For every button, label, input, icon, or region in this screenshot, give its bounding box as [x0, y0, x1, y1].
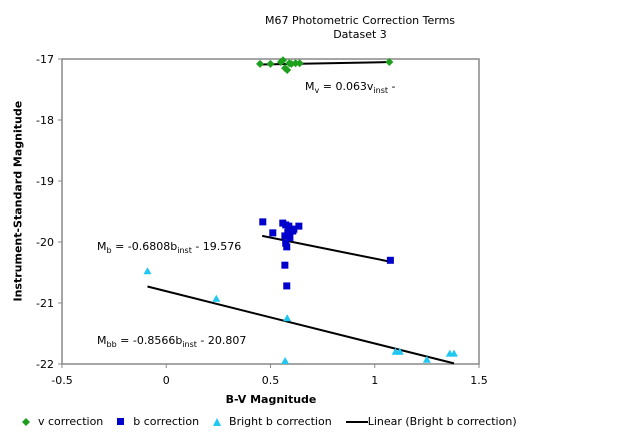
- y-tick-label: -20: [36, 236, 54, 249]
- legend-item-linear: Linear (Bright b correction): [345, 415, 517, 428]
- b-point: [259, 218, 267, 226]
- b-point: [290, 225, 298, 233]
- bright-b-point: [422, 355, 431, 363]
- bright-b-point: [449, 349, 458, 357]
- subtitle-text: Dataset 3: [333, 28, 387, 41]
- x-tick-label: -0.5: [51, 374, 72, 387]
- annotation-v: Mv = 0.063vinst -: [305, 80, 396, 96]
- x-tick-label: 0.5: [262, 374, 280, 387]
- v-point: [283, 65, 292, 74]
- y-tick-label: -21: [36, 297, 54, 310]
- y-tick-label: -17: [36, 53, 54, 66]
- annotation-bb: Mbb = -0.8566binst - 20.807: [97, 334, 247, 350]
- y-tick-label: -19: [36, 175, 54, 188]
- v-point: [256, 59, 265, 68]
- b-point: [282, 239, 290, 247]
- b-point: [269, 229, 277, 237]
- b-point: [283, 243, 291, 251]
- bright-b-point: [143, 267, 152, 275]
- b-point: [281, 232, 289, 240]
- v-point: [266, 59, 275, 68]
- x-tick-label: 0: [163, 374, 170, 387]
- v-point: [279, 56, 288, 65]
- v-point: [385, 58, 394, 67]
- b-point: [283, 282, 291, 290]
- trendline: [261, 234, 390, 263]
- legend: v correction b correction Bright b corre…: [22, 415, 517, 428]
- b-point: [281, 261, 289, 269]
- b-point: [284, 228, 292, 236]
- v-point: [295, 59, 304, 68]
- bright-b-point: [212, 294, 221, 302]
- v-point: [291, 59, 300, 68]
- legend-item-v: v correction: [22, 415, 103, 428]
- x-tick-label: 1.5: [470, 374, 488, 387]
- title-text: M67 Photometric Correction Terms: [264, 14, 456, 27]
- annotation-b: Mb = -0.6808binst - 19.576: [97, 240, 242, 256]
- y-tick-label: -22: [36, 358, 54, 371]
- bright-b-point: [281, 356, 290, 364]
- b-point: [386, 256, 394, 264]
- legend-item-b: b correction: [117, 415, 199, 428]
- y-axis-label: Instrument-Standard Magnitude: [11, 100, 25, 302]
- x-axis-label: B-V Magnitude: [225, 393, 317, 406]
- legend-item-bright-b: Bright b correction: [213, 415, 332, 428]
- y-tick-label: -18: [36, 114, 54, 127]
- x-tick-label: 1: [371, 374, 378, 387]
- trendline: [147, 285, 455, 365]
- bright-b-point: [283, 314, 292, 322]
- chart-title: M67 Photometric Correction Terms Dataset …: [0, 14, 640, 42]
- b-point: [286, 234, 294, 242]
- bright-b-point: [395, 347, 404, 355]
- b-point: [295, 222, 303, 230]
